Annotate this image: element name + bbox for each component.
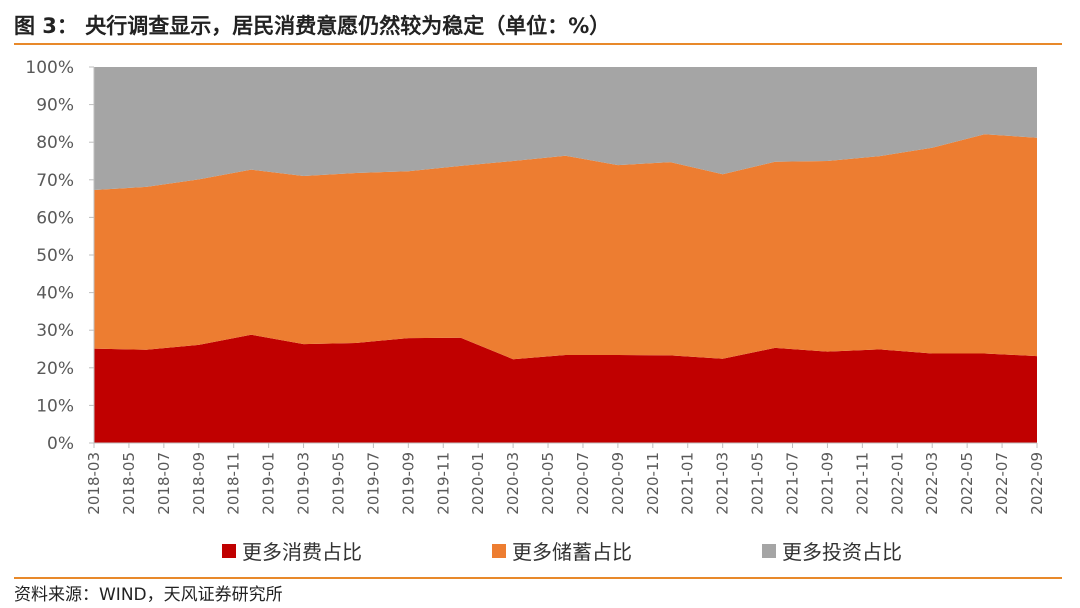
source-note: 资料来源：WIND，天风证券研究所 (14, 585, 283, 605)
axes-group (89, 66, 1038, 448)
x-tick-label: 2019-09 (399, 452, 417, 515)
x-tick-label: 2021-09 (818, 452, 836, 515)
y-tick-label: 0% (47, 434, 74, 454)
x-tick-label: 2020-09 (609, 452, 627, 515)
figure-title: 图 3： 央行调查显示，居民消费意愿仍然较为稳定（单位：%） (14, 14, 611, 38)
x-tick-label: 2022-03 (923, 452, 941, 515)
y-tick-labels: 0% 10% 20% 30% 40% 50% 60% 70% 80% 90% 100% (25, 58, 74, 454)
y-tick-label: 90% (36, 96, 74, 116)
y-tick-label: 80% (36, 133, 74, 153)
legend-item-consumption: 更多消费占比 (222, 536, 362, 565)
x-tick-label: 2018-05 (120, 452, 138, 515)
y-tick-label: 40% (36, 284, 74, 304)
stacked-area-chart: 0% 10% 20% 30% 40% 50% 60% 70% 80% 90% 100% 2018-0… (25, 58, 1046, 515)
y-tick-label: 70% (36, 171, 74, 191)
x-tick-label: 2018-03 (85, 452, 103, 515)
y-tick-label: 100% (25, 58, 74, 78)
x-tick-label: 2021-11 (853, 452, 871, 515)
legend-label-consumption: 更多消费占比 (242, 540, 362, 564)
x-tick-label: 2020-11 (644, 452, 662, 515)
x-tick-label: 2020-03 (504, 452, 522, 515)
area-series-3 (94, 67, 1037, 190)
x-tick-label: 2018-09 (190, 452, 208, 515)
y-tick-label: 10% (36, 396, 74, 416)
x-tick-label: 2020-01 (469, 452, 487, 515)
x-tick-label: 2018-07 (155, 452, 173, 515)
x-tick-label: 2019-07 (364, 452, 382, 515)
legend-swatch-investment (762, 543, 776, 558)
footer-divider (14, 577, 1062, 579)
legend-item-savings: 更多储蓄占比 (492, 536, 632, 565)
x-tick-label: 2022-01 (888, 452, 906, 515)
x-tick-label: 2021-07 (784, 452, 802, 515)
x-tick-label: 2021-01 (679, 452, 697, 515)
x-tick-label: 2022-09 (1028, 452, 1046, 515)
legend-item-investment: 更多投资占比 (762, 536, 902, 565)
chart-legend: 更多消费占比 更多储蓄占比 更多投资占比 (0, 536, 1080, 566)
legend-label-savings: 更多储蓄占比 (512, 540, 632, 564)
x-tick-label: 2021-05 (749, 452, 767, 515)
x-tick-label: 2019-03 (295, 452, 313, 515)
x-tick-label: 2022-05 (958, 452, 976, 515)
area-series-1 (94, 334, 1037, 443)
legend-swatch-savings (492, 543, 506, 558)
x-tick-label: 2018-11 (225, 452, 243, 515)
x-tick-label: 2020-05 (539, 452, 557, 515)
legend-label-investment: 更多投资占比 (782, 540, 902, 564)
y-tick-label: 20% (36, 359, 74, 379)
x-tick-label: 2021-03 (714, 452, 732, 515)
x-tick-label: 2019-01 (260, 452, 278, 515)
y-tick-label: 50% (36, 246, 74, 266)
x-tick-label: 2019-05 (330, 452, 348, 515)
y-tick-label: 30% (36, 321, 74, 341)
legend-swatch-consumption (222, 543, 236, 558)
y-tick-label: 60% (36, 208, 74, 228)
x-tick-label: 2020-07 (574, 452, 592, 515)
x-tick-label: 2022-07 (993, 452, 1011, 515)
title-divider (14, 43, 1062, 45)
x-tick-label: 2019-11 (434, 452, 452, 515)
area-series-group (94, 67, 1037, 443)
area-series-2 (94, 134, 1037, 360)
x-tick-labels: 2018-03 2018-05 2018-07 2018-09 2018-11 2019-… (85, 452, 1046, 515)
